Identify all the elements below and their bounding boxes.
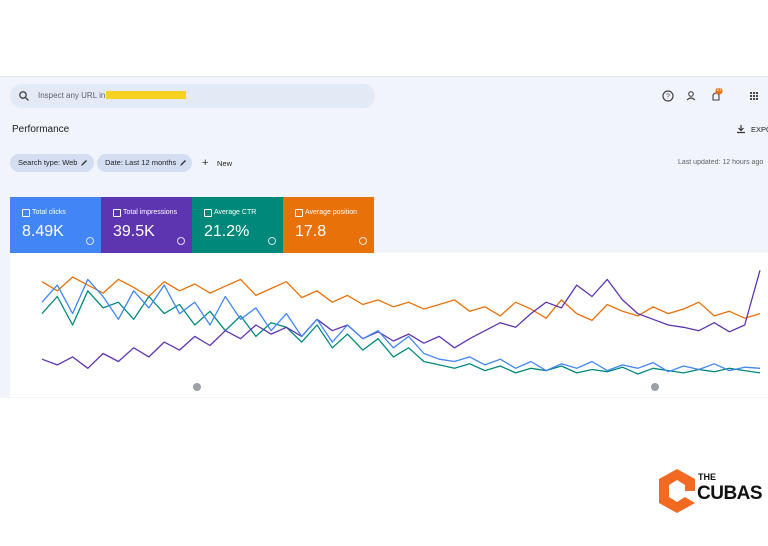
series-line xyxy=(41,278,761,373)
chart-area xyxy=(10,253,768,397)
info-icon xyxy=(268,237,276,245)
new-filter-button[interactable]: New xyxy=(217,159,233,168)
checkbox xyxy=(204,209,212,217)
export-icon xyxy=(737,125,745,134)
user-icon-body xyxy=(686,97,696,101)
checkbox xyxy=(295,209,303,217)
metric-label: Total clicks xyxy=(32,209,66,216)
metric-value: 21.2% xyxy=(204,223,250,240)
info-icon xyxy=(359,237,367,245)
last-updated: Last updated: 12 hours ago xyxy=(678,159,764,166)
user-icon[interactable] xyxy=(688,91,694,97)
checkbox xyxy=(22,209,30,217)
metric-label: Average CTR xyxy=(214,209,257,216)
checkbox xyxy=(113,209,121,217)
metric-value: 8.49K xyxy=(22,223,64,240)
filter-label: Search type: Web xyxy=(18,158,78,167)
edit-icon xyxy=(81,160,87,166)
redaction xyxy=(106,91,186,99)
logo-text: THE xyxy=(698,472,716,482)
header-icons: ? xyxy=(662,88,758,102)
metric-card[interactable]: Total clicks 8.49K xyxy=(10,197,101,253)
metric-label: Total impressions xyxy=(123,209,178,216)
logo-mark xyxy=(659,469,695,513)
metric-value: 17.8 xyxy=(295,223,327,240)
info-icon xyxy=(177,237,185,245)
logo-text: CUBAS xyxy=(697,483,763,504)
series-line xyxy=(41,270,761,369)
metric-label: Average position xyxy=(305,209,358,216)
page-title: Performance xyxy=(12,124,70,135)
line-chart xyxy=(41,270,761,391)
search-placeholder: Inspect any URL in xyxy=(38,91,106,100)
search-bar[interactable] xyxy=(10,84,375,108)
info-icon xyxy=(86,237,94,245)
series-line xyxy=(41,290,761,375)
export-button[interactable]: EXPO xyxy=(751,125,768,134)
metric-card[interactable]: Average CTR 21.2% xyxy=(192,197,283,253)
metric-card[interactable]: Total impressions 39.5K xyxy=(101,197,192,253)
annotation-marker[interactable] xyxy=(651,383,659,391)
help-icon[interactable] xyxy=(662,90,674,102)
help-glyph: ? xyxy=(666,94,670,101)
metric-value: 39.5K xyxy=(113,223,155,240)
notification-count: 21 xyxy=(716,87,722,92)
badge xyxy=(715,88,723,95)
metric-card[interactable]: Average position 17.8 xyxy=(283,197,374,253)
search-icon xyxy=(19,91,29,101)
annotation-marker[interactable] xyxy=(193,383,201,391)
add-icon: + xyxy=(202,157,209,169)
filter-label: Date: Last 12 months xyxy=(105,158,177,167)
series-line xyxy=(41,276,761,322)
apps-icon[interactable] xyxy=(750,92,758,100)
edit-icon xyxy=(180,160,186,166)
filter-chip[interactable]: Date: Last 12 months xyxy=(97,154,192,172)
filter-chip[interactable]: Search type: Web xyxy=(10,154,94,172)
